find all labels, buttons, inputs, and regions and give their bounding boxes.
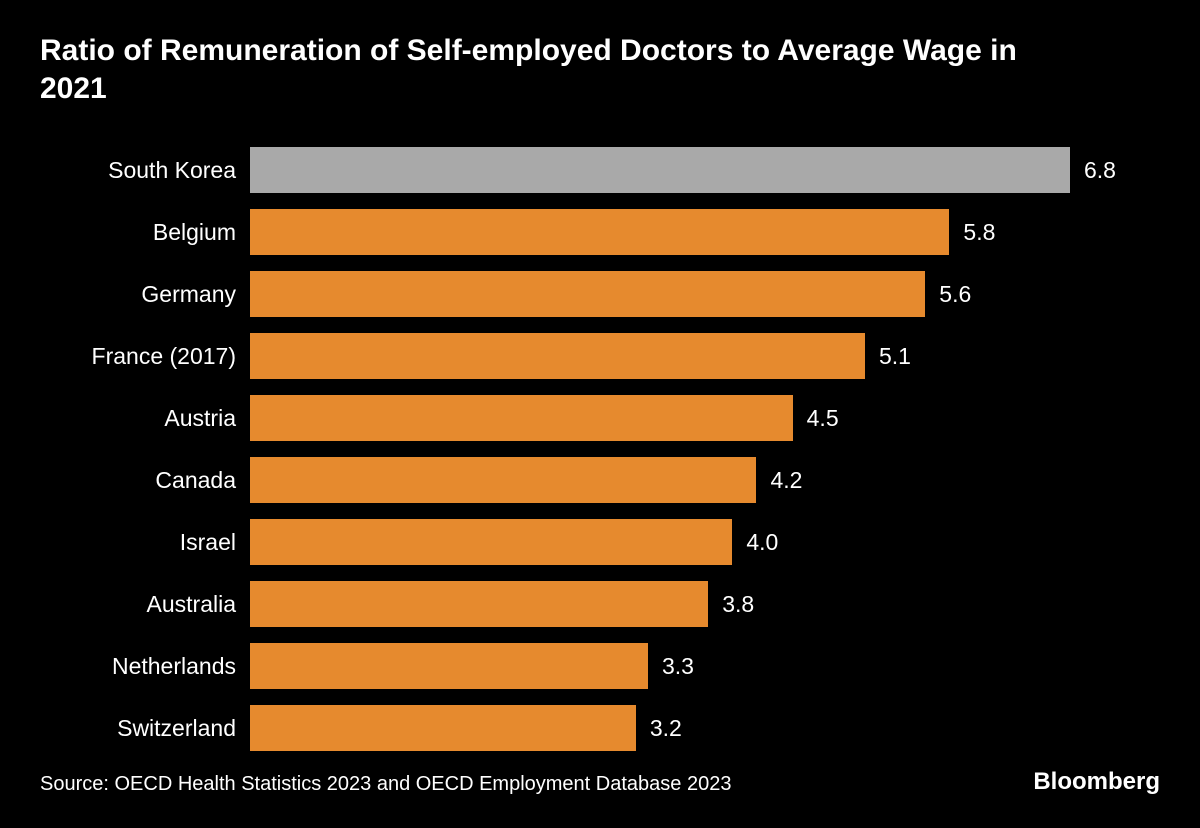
bar [250, 519, 732, 565]
value-label: 5.8 [949, 219, 995, 246]
bar-row: Belgium 5.8 [40, 205, 1160, 259]
bar [250, 209, 949, 255]
bar-row: Canada 4.2 [40, 453, 1160, 507]
value-label: 3.8 [708, 591, 754, 618]
bar-chart: South Korea 6.8 Belgium 5.8 Germany 5.6 France… [40, 143, 1160, 755]
bar-row: Israel 4.0 [40, 515, 1160, 569]
country-label: Israel [40, 529, 250, 556]
bar-track: 4.0 [250, 515, 1160, 569]
bar [250, 705, 636, 751]
value-label: 5.1 [865, 343, 911, 370]
bar [250, 395, 793, 441]
value-label: 3.3 [648, 653, 694, 680]
bar [250, 147, 1070, 193]
bar-track: 6.8 [250, 143, 1160, 197]
bar [250, 581, 708, 627]
bar-track: 5.8 [250, 205, 1160, 259]
country-label: Austria [40, 405, 250, 432]
country-label: Belgium [40, 219, 250, 246]
bar-row: Switzerland 3.2 [40, 701, 1160, 755]
chart-footer: Source: OECD Health Statistics 2023 and … [40, 768, 1160, 796]
value-label: 4.0 [732, 529, 778, 556]
brand-logo: Bloomberg [1033, 768, 1160, 796]
bar-row: Germany 5.6 [40, 267, 1160, 321]
bar-row: South Korea 6.8 [40, 143, 1160, 197]
value-label: 4.2 [756, 467, 802, 494]
bar-row: Netherlands 3.3 [40, 639, 1160, 693]
country-label: Canada [40, 467, 250, 494]
country-label: South Korea [40, 157, 250, 184]
country-label: Australia [40, 591, 250, 618]
value-label: 5.6 [925, 281, 971, 308]
bar-track: 3.3 [250, 639, 1160, 693]
country-label: Germany [40, 281, 250, 308]
bar-track: 4.2 [250, 453, 1160, 507]
value-label: 3.2 [636, 715, 682, 742]
chart-title: Ratio of Remuneration of Self-employed D… [40, 32, 1040, 107]
country-label: France (2017) [40, 343, 250, 370]
bar-row: France (2017) 5.1 [40, 329, 1160, 383]
source-text: Source: OECD Health Statistics 2023 and … [40, 773, 731, 796]
bar-track: 3.2 [250, 701, 1160, 755]
country-label: Netherlands [40, 653, 250, 680]
bar-row: Austria 4.5 [40, 391, 1160, 445]
bar [250, 271, 925, 317]
bar-row: Australia 3.8 [40, 577, 1160, 631]
bar [250, 643, 648, 689]
bar-track: 3.8 [250, 577, 1160, 631]
bar [250, 457, 756, 503]
bar-track: 5.1 [250, 329, 1160, 383]
value-label: 6.8 [1070, 157, 1116, 184]
bar [250, 333, 865, 379]
bar-track: 4.5 [250, 391, 1160, 445]
country-label: Switzerland [40, 715, 250, 742]
value-label: 4.5 [793, 405, 839, 432]
bar-track: 5.6 [250, 267, 1160, 321]
